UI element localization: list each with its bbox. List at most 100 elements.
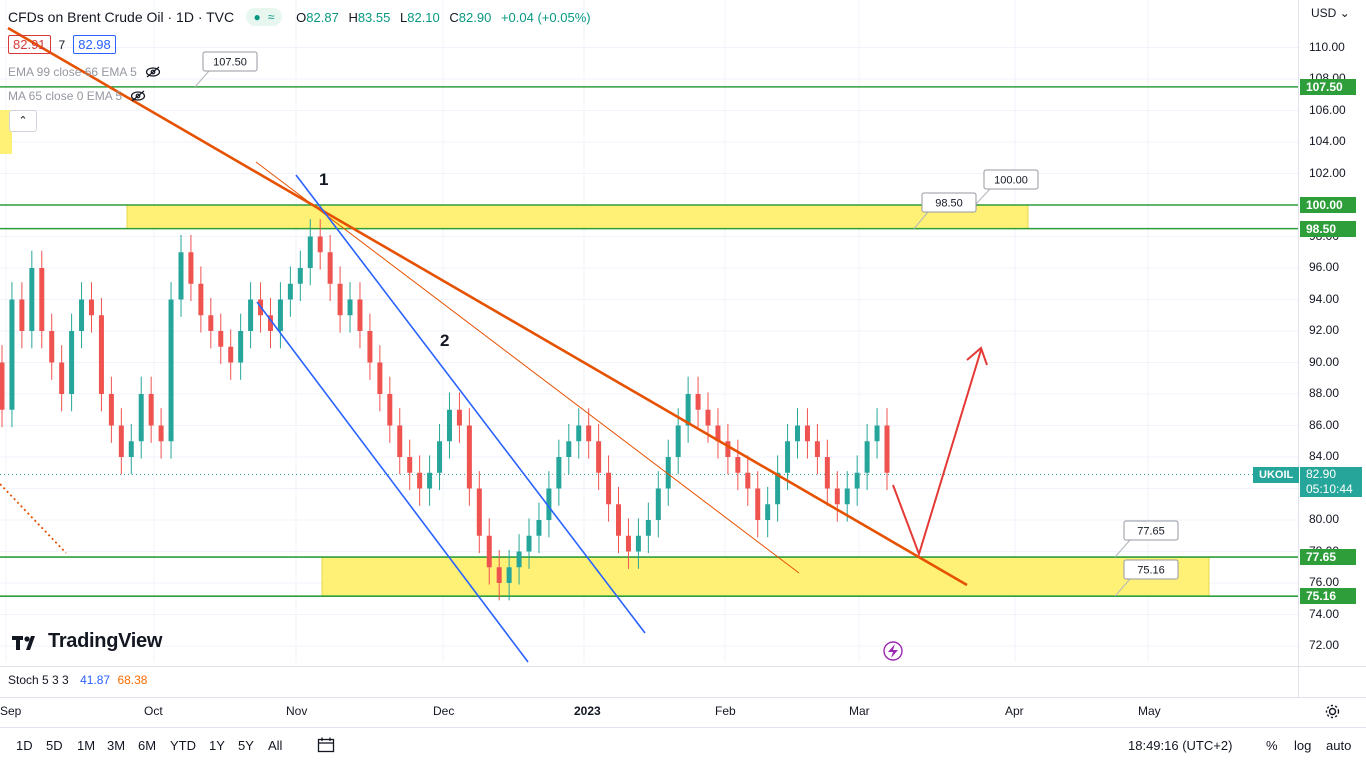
bid-ask-row: 82.91 7 82.98 <box>8 35 116 54</box>
candle <box>88 282 94 333</box>
ask-price[interactable]: 82.98 <box>73 35 116 54</box>
level-price-tag: 75.16 <box>1300 588 1356 605</box>
candle <box>586 408 592 459</box>
candle <box>9 282 15 428</box>
hidden-eye-icon[interactable] <box>130 90 146 102</box>
timeframe-button[interactable]: 5D <box>46 738 63 753</box>
candle <box>506 549 512 601</box>
collapse-legend-button[interactable]: ⌃ <box>9 110 37 132</box>
currency-selector[interactable]: USD ⌄ <box>1311 6 1350 20</box>
candlesticks <box>0 219 890 601</box>
candle <box>755 471 761 538</box>
timeframe-button[interactable]: YTD <box>170 738 196 753</box>
price-tick: 92.00 <box>1309 323 1340 337</box>
candle <box>228 329 234 380</box>
forecast-path <box>892 349 982 558</box>
candle <box>775 455 781 522</box>
price-callout: 98.50 <box>913 192 977 229</box>
timeframe-button[interactable]: 1D <box>16 738 33 753</box>
svg-text:77.65: 77.65 <box>1137 526 1165 538</box>
time-tick: Mar <box>849 704 870 718</box>
candle <box>645 502 651 554</box>
level-price-tag: 98.50 <box>1300 220 1356 237</box>
gear-icon[interactable] <box>1324 703 1341 720</box>
candle <box>277 282 283 349</box>
timeframe-button[interactable]: 5Y <box>238 738 254 753</box>
candle <box>635 518 641 569</box>
stoch-legend[interactable]: Stoch 5 3 3 41.87 68.38 <box>8 673 147 687</box>
dotted-fib-line <box>0 483 67 554</box>
last-price: 82.90 <box>1306 467 1337 481</box>
candle <box>387 376 393 443</box>
candle <box>685 376 691 443</box>
timeframe-button[interactable]: 1Y <box>209 738 225 753</box>
indicator-ma-row[interactable]: MA 65 close 0 EMA 5 <box>8 89 146 103</box>
level-price-tag: 100.00 <box>1300 197 1356 213</box>
auto-toggle[interactable]: auto <box>1326 738 1352 753</box>
clock[interactable]: 18:49:16 (UTC+2) <box>1128 738 1233 753</box>
bid-price[interactable]: 82.91 <box>8 35 51 54</box>
time-tick: Feb <box>715 704 736 718</box>
candle <box>357 282 363 349</box>
horizontal-levels <box>0 86 1298 598</box>
indicator-ema-row[interactable]: EMA 99 close 66 EMA 5 <box>8 65 161 79</box>
candle <box>29 250 35 349</box>
wave-label: 1 <box>319 170 328 189</box>
main-descending-trendline <box>7 26 968 587</box>
channel-lower-line <box>256 301 529 663</box>
timeframe-button[interactable]: 3M <box>107 738 126 753</box>
timeframe-button[interactable]: All <box>268 738 283 753</box>
candle <box>407 439 413 491</box>
time-tick: Apr <box>1005 704 1024 718</box>
candle <box>437 423 443 491</box>
candle <box>725 423 731 475</box>
candle <box>496 549 502 601</box>
timeframe-button[interactable]: 1M <box>77 738 96 753</box>
status-pill[interactable]: ● ≈ <box>246 8 283 26</box>
candle <box>596 423 602 491</box>
green-dot-icon: ● <box>253 10 261 24</box>
price-tick: 72.00 <box>1309 638 1340 652</box>
candle <box>138 376 144 459</box>
candle <box>367 313 373 380</box>
candle <box>576 408 582 459</box>
candle <box>49 313 55 380</box>
hidden-eye-icon[interactable] <box>145 66 161 78</box>
candle <box>178 234 184 317</box>
arrowhead <box>966 346 988 366</box>
candle <box>735 439 741 491</box>
forecast-arrow <box>892 346 988 558</box>
log-toggle[interactable]: log <box>1294 738 1312 753</box>
price-tick: 80.00 <box>1309 512 1340 526</box>
timeframe-button[interactable]: 6M <box>138 738 157 753</box>
candle <box>864 423 870 491</box>
candle <box>59 345 65 412</box>
symbol-title[interactable]: CFDs on Brent Crude Oil · 1D · TVC <box>8 9 235 25</box>
candle <box>675 408 681 475</box>
candle <box>665 439 671 506</box>
candle <box>347 282 353 333</box>
chevron-down-icon: ⌄ <box>1339 6 1350 20</box>
candle <box>39 250 45 349</box>
spread-value: 7 <box>58 37 66 52</box>
stoch-label: Stoch 5 3 3 <box>8 673 69 687</box>
candle <box>785 423 791 491</box>
date-range-icon[interactable] <box>317 737 335 753</box>
candle <box>814 423 820 475</box>
thin-descending-trendline <box>255 161 800 574</box>
chart-legend-header: CFDs on Brent Crude Oil · 1D · TVC ● ≈ O… <box>8 8 597 26</box>
ohlc-values: O82.87 H83.55 L82.10 C82.90 +0.04 (+0.05… <box>296 9 591 25</box>
candle <box>198 266 204 333</box>
tradingview-logo[interactable]: TradingView <box>12 630 162 653</box>
brand-name: TradingView <box>48 630 163 652</box>
time-tick: Sep <box>0 704 22 718</box>
support-resistance-zones <box>0 110 1210 597</box>
candle <box>486 518 492 585</box>
support-zone <box>321 556 1210 597</box>
level-price-tag: 77.65 <box>1300 549 1356 565</box>
percent-toggle[interactable]: % <box>1266 738 1278 753</box>
time-tick: 2023 <box>574 704 601 718</box>
candle <box>79 282 85 349</box>
symbol-tag: UKOIL <box>1253 467 1299 483</box>
